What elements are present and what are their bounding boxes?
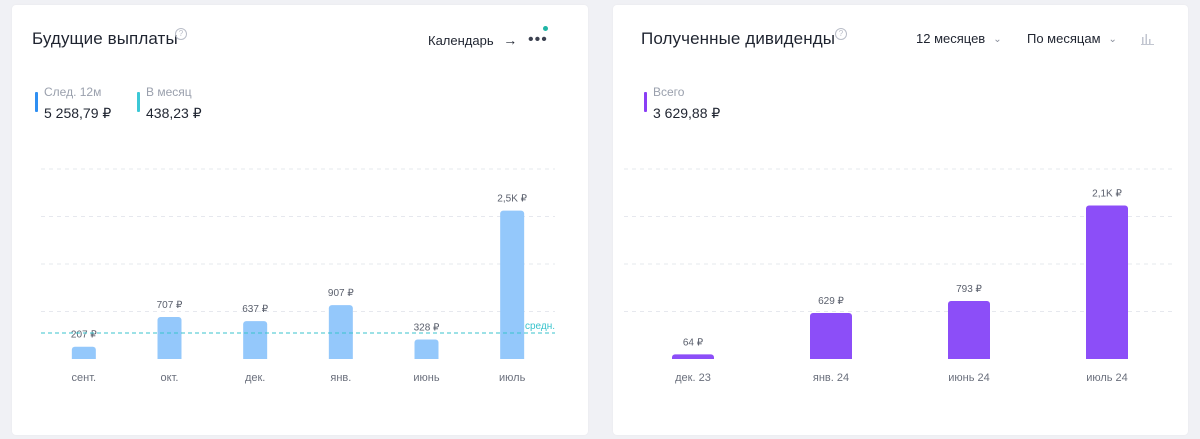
calendar-link[interactable]: Календарь → [428, 32, 517, 48]
x-tick-label: июнь 24 [948, 372, 990, 384]
grouping-select-value: По месяцам [1027, 31, 1101, 46]
bar[interactable] [948, 301, 990, 362]
data-label: 907 ₽ [328, 288, 354, 299]
data-label: 328 ₽ [414, 323, 440, 334]
stat-value-total: 3 629,88 ₽ [653, 105, 721, 121]
data-label: 2,1K ₽ [1092, 189, 1122, 200]
stat-color-marker [644, 92, 647, 112]
baseline-mask [39, 359, 557, 363]
stat-label-total: Всего [653, 85, 685, 99]
chevron-down-icon: ⌄ [1108, 34, 1117, 45]
more-horizontal-icon[interactable]: ••• [528, 31, 548, 48]
question-circle-icon[interactable]: ? [835, 28, 847, 40]
notification-dot [543, 26, 548, 31]
chevron-down-icon: ⌄ [993, 34, 1002, 45]
data-label: 629 ₽ [818, 296, 844, 307]
x-tick-label: янв. [330, 372, 351, 384]
received-dividends-card: Полученные дивиденды ? 12 месяцев ⌄ По ме… [613, 5, 1188, 435]
card-title: Будущие выплаты [32, 29, 178, 48]
period-select-value: 12 месяцев [916, 31, 986, 46]
x-tick-label: окт. [161, 372, 179, 384]
data-label: 64 ₽ [683, 337, 704, 348]
x-tick-label: сент. [72, 372, 97, 384]
x-tick-label: июль [499, 372, 526, 384]
future-payouts-chart: 207 ₽ сент. 707 ₽ окт. 637 ₽ дек. 907 ₽ янв. 328… [39, 168, 557, 384]
x-tick-label: дек. 23 [675, 372, 711, 384]
bar[interactable] [414, 339, 439, 362]
bar[interactable] [1086, 205, 1128, 362]
x-tick-label: янв. 24 [813, 372, 849, 384]
stat-value-next-12m: 5 258,79 ₽ [44, 105, 112, 121]
question-circle-icon[interactable]: ? [175, 28, 187, 40]
period-select[interactable]: 12 месяцев ⌄ [916, 31, 1002, 46]
bar[interactable] [328, 305, 353, 362]
average-label: средн. [525, 321, 555, 332]
baseline-mask [622, 359, 1178, 363]
x-tick-label: дек. [245, 372, 265, 384]
bar-chart-icon[interactable] [1141, 33, 1155, 45]
received-dividends-chart: 64 ₽ дек. 23 629 ₽ янв. 24 793 ₽ июнь 24 2,1K … [622, 168, 1178, 384]
calendar-link-label: Календарь [428, 33, 494, 48]
bar[interactable] [157, 317, 182, 362]
bar[interactable] [500, 210, 525, 362]
data-label: 637 ₽ [242, 304, 268, 315]
stat-label-per-month: В месяц [146, 85, 192, 99]
data-label: 2,5K ₽ [497, 194, 527, 205]
bar[interactable] [243, 321, 268, 362]
grouping-select[interactable]: По месяцам ⌄ [1027, 31, 1117, 46]
bar[interactable] [71, 346, 96, 362]
bar[interactable] [810, 313, 852, 362]
stat-value-per-month: 438,23 ₽ [146, 105, 202, 121]
data-label: 707 ₽ [157, 300, 183, 311]
x-tick-label: июнь [413, 372, 439, 384]
stat-color-marker [137, 92, 140, 112]
arrow-right-icon: → [503, 32, 518, 48]
x-tick-label: июль 24 [1086, 372, 1128, 384]
stat-color-marker [35, 92, 38, 112]
card-title: Полученные дивиденды [641, 29, 836, 48]
data-label: 793 ₽ [956, 284, 982, 295]
future-payouts-card: Будущие выплаты ? Календарь → ••• След. … [12, 5, 588, 435]
data-label: 207 ₽ [71, 330, 97, 341]
stat-label-next-12m: След. 12м [44, 85, 102, 99]
